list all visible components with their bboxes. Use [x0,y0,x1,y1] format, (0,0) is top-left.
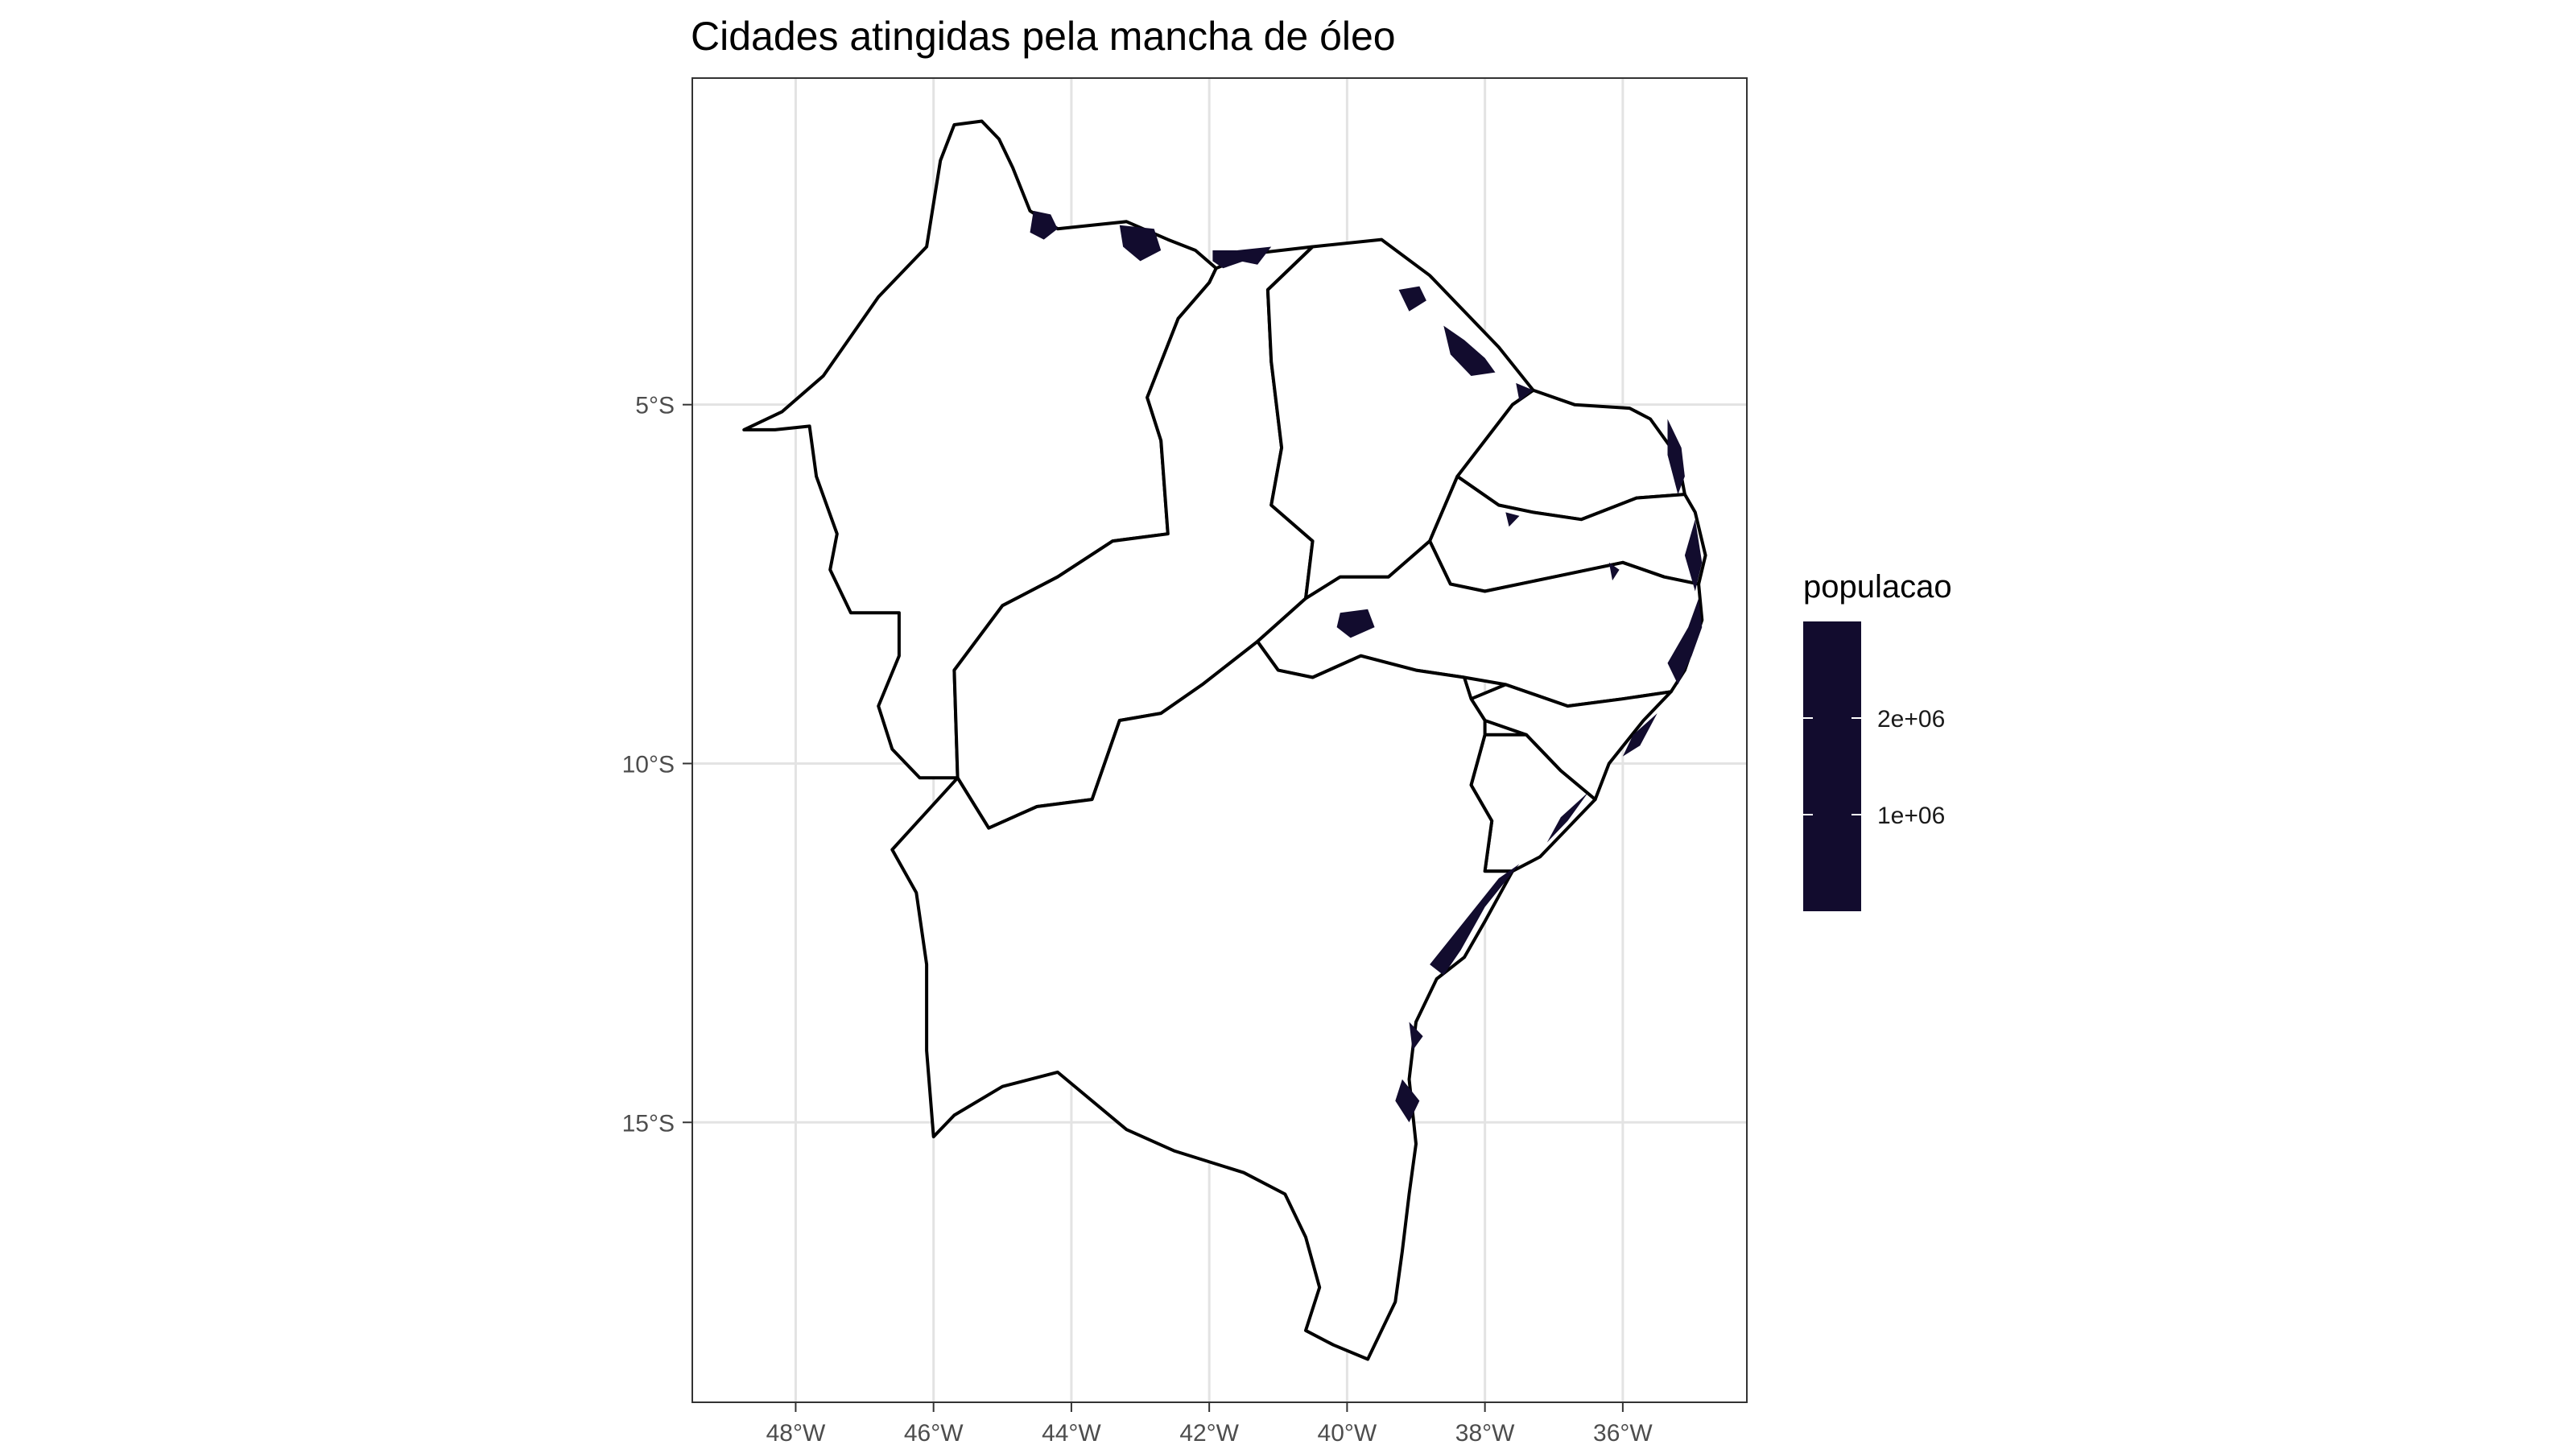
x-axis: 48°W 46°W 44°W 42°W 40°W 38°W 36°W [766,1402,1653,1447]
affected-city [1430,864,1520,976]
affected-city [1608,562,1620,581]
x-tick-label: 42°W [1179,1420,1239,1447]
y-tick-label: 10°S [622,751,675,778]
affected-city [1505,512,1520,527]
affected-city [1667,419,1685,495]
affected-city [1409,1022,1423,1051]
chart-title: Cidades atingidas pela mancha de óleo [691,14,1396,59]
x-tick-label: 40°W [1318,1420,1377,1447]
state-outline [1469,683,1673,802]
affected-city [1119,225,1162,262]
affected-city [1212,250,1244,269]
y-axis: 5°S 10°S 15°S [622,393,692,1137]
affected-city [1395,1079,1420,1123]
legend-colorbar [1803,621,1861,911]
state-outline [890,639,1514,1361]
x-tick-label: 38°W [1455,1420,1515,1447]
legend: populacao 2e+06 1e+06 [1803,569,1952,911]
legend-title: populacao [1803,569,1952,605]
y-tick-label: 15°S [622,1110,675,1137]
x-tick-label: 44°W [1042,1420,1101,1447]
x-tick-label: 48°W [766,1420,826,1447]
affected-city [1684,519,1703,592]
affected-cities [1030,210,1703,1123]
legend-ticks: 2e+06 1e+06 [1803,706,1945,829]
affected-city [1030,210,1058,240]
y-tick-label: 5°S [635,393,675,419]
affected-city [1236,246,1272,265]
legend-label: 2e+06 [1877,706,1945,733]
legend-label: 1e+06 [1877,803,1945,829]
affected-city [1336,609,1375,638]
affected-city [1546,792,1589,843]
state-boundaries [742,119,1707,1361]
x-tick-label: 46°W [904,1420,964,1447]
affected-city [1622,713,1657,757]
affected-city [1667,598,1703,685]
affected-city [1516,382,1534,402]
affected-city [1443,325,1496,376]
affected-city [1398,286,1426,312]
x-tick-label: 36°W [1593,1420,1653,1447]
panel-border [691,77,1748,1403]
